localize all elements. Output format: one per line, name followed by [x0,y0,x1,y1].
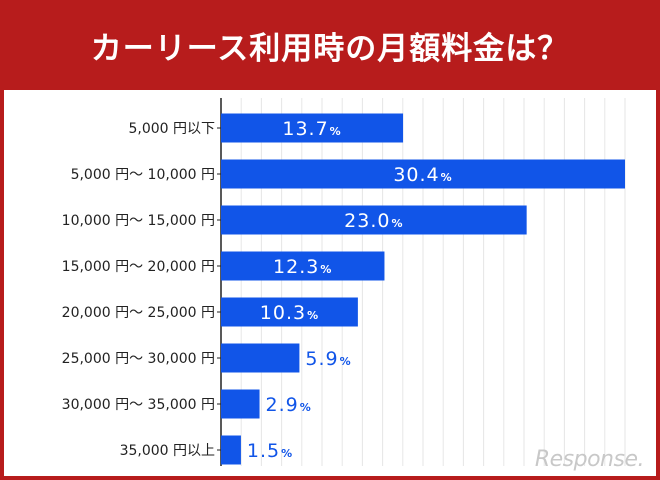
bar [221,159,625,189]
bar [221,113,404,143]
data-label: 5.9% [305,348,351,370]
category-label: 30,000 円～ 35,000 円 [62,397,215,413]
bar [221,343,300,373]
bar [221,251,385,281]
data-label: 10.3% [260,302,319,324]
data-label: 1.5% [247,440,293,462]
chart-panel: 5,000 円以下 13.7% 5,000 円～ 10,000 円 30.4% 10,0… [4,90,656,476]
data-label: 2.9% [266,394,312,416]
data-label: 12.3% [273,256,332,278]
category-label: 5,000 円以下 [128,121,215,137]
bar-chart: 5,000 円以下 13.7% 5,000 円～ 10,000 円 30.4% 10,0… [62,98,626,466]
category-label: 35,000 円以上 [120,443,215,459]
response-logo: Response. [534,447,645,472]
data-label: 13.7% [282,118,341,140]
category-label: 10,000 円～ 15,000 円 [62,213,215,229]
category-label: 25,000 円～ 30,000 円 [62,351,215,367]
data-label: 23.0% [344,210,403,232]
category-label: 20,000 円～ 25,000 円 [62,305,215,321]
bar [221,435,241,465]
data-label: 30.4% [393,164,452,186]
category-label: 15,000 円～ 20,000 円 [62,259,215,275]
bar [221,205,527,235]
category-label: 5,000 円～ 10,000 円 [71,167,215,183]
bar [221,389,260,419]
chart-title: カーリース利用時の月額料金は？ [90,30,570,67]
bar [221,297,358,327]
